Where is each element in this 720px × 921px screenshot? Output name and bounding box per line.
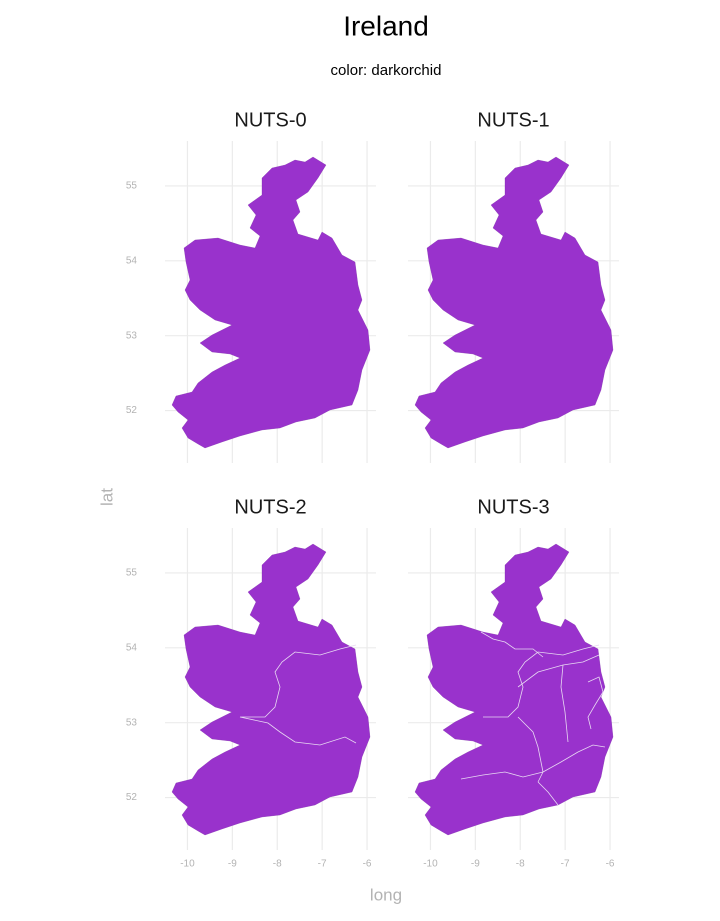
region-border	[480, 631, 544, 658]
y-tick-label: 52	[126, 792, 138, 803]
country-shape	[171, 156, 371, 449]
region-border	[542, 744, 606, 773]
y-tick-label: 55	[126, 181, 138, 192]
y-tick-label: 54	[126, 255, 138, 266]
x-tick-label: -9	[471, 859, 480, 870]
country-shape	[171, 543, 371, 836]
y-tick-label: 52	[126, 405, 138, 416]
x-tick-label: -10	[423, 859, 438, 870]
region-map	[414, 543, 614, 836]
facet-title: NUTS-2	[234, 496, 306, 518]
country-shape	[414, 156, 614, 449]
region-border	[517, 716, 544, 783]
facet-title: NUTS-3	[477, 496, 549, 518]
x-tick-label: -10	[180, 859, 195, 870]
region-border	[537, 781, 559, 806]
chart-title: Ireland	[343, 10, 429, 41]
region-border	[587, 676, 604, 730]
y-tick-label: 55	[126, 568, 138, 579]
facet-title: NUTS-0	[234, 109, 306, 131]
x-tick-label: -7	[561, 859, 570, 870]
region-map	[414, 156, 614, 449]
region-map	[171, 543, 371, 836]
facet-title: NUTS-1	[477, 109, 549, 131]
chart-subtitle: color: darkorchid	[331, 62, 442, 79]
x-tick-label: -7	[318, 859, 327, 870]
region-map	[171, 156, 371, 449]
x-tick-label: -8	[516, 859, 525, 870]
region-border	[483, 644, 600, 718]
x-axis-title: long	[370, 885, 402, 904]
y-tick-label: 54	[126, 642, 138, 653]
x-tick-label: -6	[363, 859, 372, 870]
region-border	[560, 664, 569, 743]
x-tick-label: -8	[273, 859, 282, 870]
country-shape	[414, 543, 614, 836]
region-border	[239, 644, 357, 746]
x-tick-label: -9	[228, 859, 237, 870]
y-tick-label: 53	[126, 717, 138, 728]
region-border	[460, 771, 544, 780]
y-axis-title: lat	[97, 488, 116, 506]
y-tick-label: 53	[126, 330, 138, 341]
x-tick-label: -6	[606, 859, 615, 870]
